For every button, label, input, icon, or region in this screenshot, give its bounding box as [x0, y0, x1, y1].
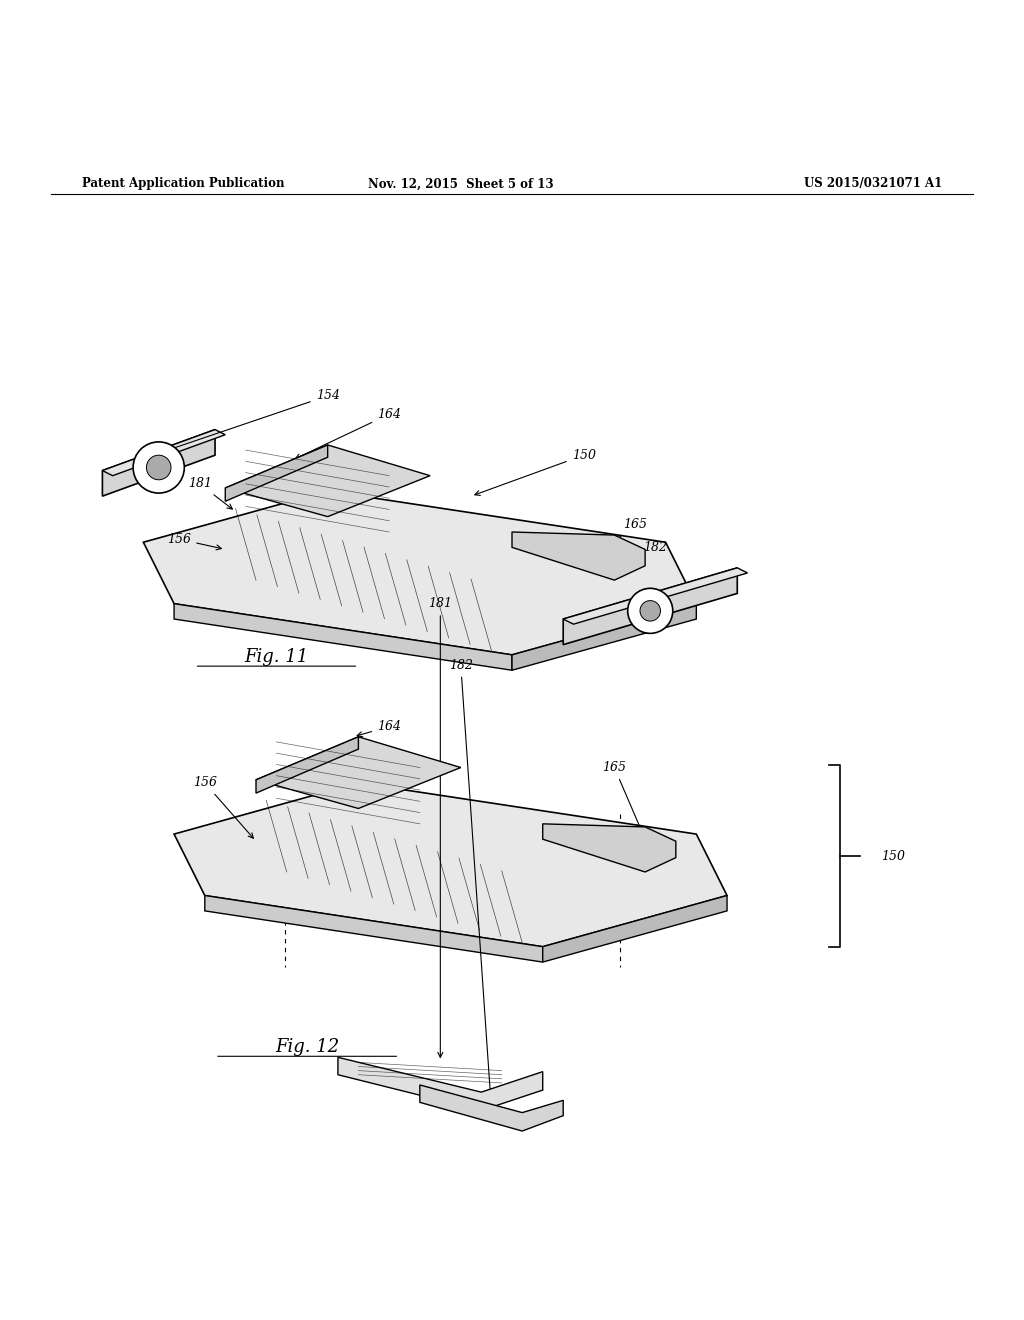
- Polygon shape: [174, 603, 512, 671]
- Polygon shape: [563, 568, 737, 644]
- Text: Fig. 12: Fig. 12: [275, 1039, 339, 1056]
- Polygon shape: [512, 603, 696, 671]
- Text: 150: 150: [475, 449, 596, 495]
- Polygon shape: [512, 532, 645, 579]
- Circle shape: [640, 601, 660, 622]
- Polygon shape: [563, 568, 748, 624]
- Text: 154: 154: [163, 389, 340, 453]
- Text: 164: 164: [296, 408, 401, 459]
- Text: 181: 181: [187, 478, 232, 510]
- Text: 165: 165: [607, 519, 647, 546]
- Polygon shape: [256, 737, 358, 793]
- Polygon shape: [113, 1229, 256, 1266]
- Text: 150: 150: [881, 850, 904, 862]
- Circle shape: [146, 455, 171, 479]
- Text: 156: 156: [167, 533, 221, 550]
- Text: 164: 164: [357, 721, 401, 737]
- Text: 156: 156: [193, 776, 253, 838]
- Text: Fig. 11: Fig. 11: [245, 648, 308, 667]
- Text: 181: 181: [428, 597, 453, 1057]
- Circle shape: [133, 442, 184, 494]
- Polygon shape: [154, 1249, 778, 1320]
- Text: 165: 165: [602, 762, 644, 836]
- Polygon shape: [420, 1085, 563, 1131]
- Polygon shape: [645, 1295, 819, 1320]
- Circle shape: [702, 1308, 748, 1320]
- Polygon shape: [543, 824, 676, 873]
- Polygon shape: [645, 1295, 809, 1320]
- Polygon shape: [338, 1057, 543, 1110]
- Polygon shape: [143, 491, 696, 655]
- Text: Patent Application Publication: Patent Application Publication: [82, 177, 285, 190]
- Polygon shape: [102, 429, 225, 475]
- Polygon shape: [543, 895, 727, 962]
- Circle shape: [172, 1233, 193, 1254]
- Polygon shape: [225, 445, 328, 502]
- Polygon shape: [256, 737, 461, 808]
- Circle shape: [628, 589, 673, 634]
- Polygon shape: [174, 783, 727, 946]
- Text: Nov. 12, 2015  Sheet 5 of 13: Nov. 12, 2015 Sheet 5 of 13: [368, 177, 554, 190]
- Polygon shape: [133, 1226, 246, 1279]
- Polygon shape: [225, 445, 430, 516]
- Polygon shape: [205, 895, 543, 962]
- Circle shape: [159, 1220, 206, 1267]
- Text: 182: 182: [449, 659, 494, 1106]
- Polygon shape: [102, 429, 215, 496]
- Text: US 2015/0321071 A1: US 2015/0321071 A1: [804, 177, 942, 190]
- Text: 182: 182: [613, 541, 668, 562]
